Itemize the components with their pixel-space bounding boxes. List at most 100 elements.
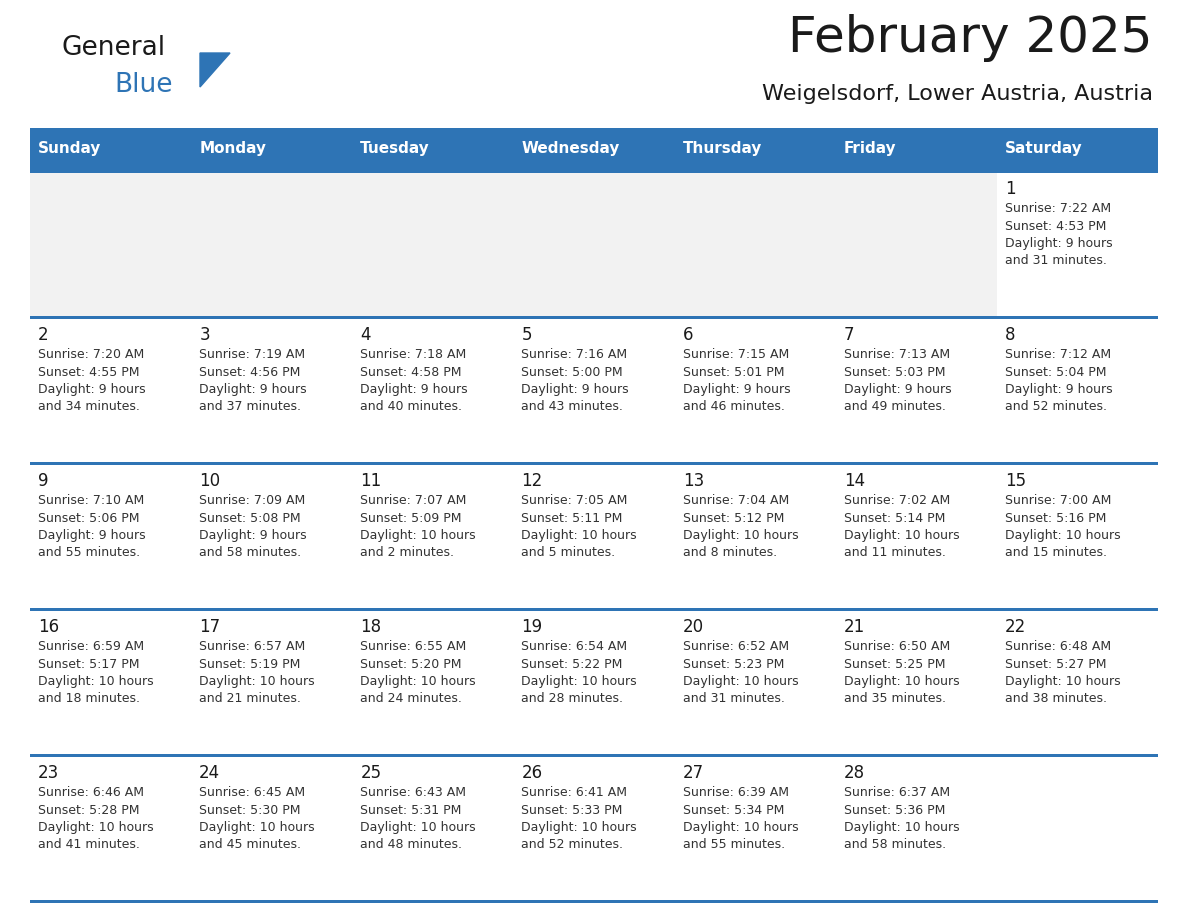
Text: General: General [62,35,166,61]
Bar [30,611,191,754]
Text: and 46 minutes.: and 46 minutes. [683,400,784,413]
Text: Sunset: 5:22 PM: Sunset: 5:22 PM [522,657,623,670]
Text: Sunrise: 7:20 AM: Sunrise: 7:20 AM [38,348,144,361]
Text: and 11 minutes.: and 11 minutes. [843,546,946,559]
Text: Sunrise: 7:13 AM: Sunrise: 7:13 AM [843,348,950,361]
Bar [997,128,1158,170]
Text: and 15 minutes.: and 15 minutes. [1005,546,1107,559]
Text: and 37 minutes.: and 37 minutes. [200,400,302,413]
Text: Blue: Blue [114,72,172,98]
Text: 3: 3 [200,326,210,344]
Text: Daylight: 9 hours: Daylight: 9 hours [360,383,468,396]
Bar [513,173,675,316]
Text: Sunrise: 7:16 AM: Sunrise: 7:16 AM [522,348,627,361]
Text: Sunset: 5:27 PM: Sunset: 5:27 PM [1005,657,1106,670]
Text: and 52 minutes.: and 52 minutes. [522,838,624,852]
Text: Wednesday: Wednesday [522,141,620,156]
Bar [30,128,191,170]
Text: Daylight: 9 hours: Daylight: 9 hours [38,383,146,396]
Bar [835,611,997,754]
Text: 5: 5 [522,326,532,344]
Text: and 31 minutes.: and 31 minutes. [683,692,784,706]
Bar [513,128,675,170]
Text: Daylight: 10 hours: Daylight: 10 hours [200,675,315,688]
Text: Daylight: 10 hours: Daylight: 10 hours [522,529,637,542]
Text: Sunrise: 6:54 AM: Sunrise: 6:54 AM [522,640,627,653]
Text: 20: 20 [683,618,703,636]
Bar [675,128,835,170]
Text: Sunset: 5:28 PM: Sunset: 5:28 PM [38,803,139,816]
Text: February 2025: February 2025 [789,14,1154,62]
Text: Sunset: 5:04 PM: Sunset: 5:04 PM [1005,365,1106,378]
Bar [997,173,1158,316]
Bar [835,319,997,462]
Text: Daylight: 10 hours: Daylight: 10 hours [843,675,960,688]
Bar [513,319,675,462]
Text: Sunset: 4:55 PM: Sunset: 4:55 PM [38,365,139,378]
Text: Weigelsdorf, Lower Austria, Austria: Weigelsdorf, Lower Austria, Austria [762,84,1154,104]
Bar [675,611,835,754]
Bar [30,319,191,462]
Bar [675,173,835,316]
Bar [30,465,191,608]
Text: 6: 6 [683,326,693,344]
Text: Daylight: 9 hours: Daylight: 9 hours [522,383,630,396]
Bar [835,128,997,170]
Text: Sunrise: 7:15 AM: Sunrise: 7:15 AM [683,348,789,361]
Text: and 24 minutes.: and 24 minutes. [360,692,462,706]
Text: and 48 minutes.: and 48 minutes. [360,838,462,852]
Text: Daylight: 10 hours: Daylight: 10 hours [522,821,637,834]
Text: and 18 minutes.: and 18 minutes. [38,692,140,706]
Text: Sunrise: 6:41 AM: Sunrise: 6:41 AM [522,786,627,799]
Text: Sunrise: 6:59 AM: Sunrise: 6:59 AM [38,640,144,653]
Bar [191,611,353,754]
Text: Daylight: 10 hours: Daylight: 10 hours [38,821,153,834]
Text: 25: 25 [360,764,381,782]
Text: 4: 4 [360,326,371,344]
Text: 19: 19 [522,618,543,636]
Text: 13: 13 [683,472,703,490]
Text: Sunset: 5:30 PM: Sunset: 5:30 PM [200,803,301,816]
Text: Friday: Friday [843,141,897,156]
Text: Sunrise: 6:43 AM: Sunrise: 6:43 AM [360,786,467,799]
Text: 22: 22 [1005,618,1026,636]
Text: Sunset: 5:08 PM: Sunset: 5:08 PM [200,511,301,524]
Polygon shape [200,53,230,87]
Text: 18: 18 [360,618,381,636]
Text: Sunset: 5:01 PM: Sunset: 5:01 PM [683,365,784,378]
Text: 1: 1 [1005,180,1016,198]
Text: Sunrise: 7:19 AM: Sunrise: 7:19 AM [200,348,305,361]
Text: 14: 14 [843,472,865,490]
Text: 28: 28 [843,764,865,782]
Text: Daylight: 10 hours: Daylight: 10 hours [683,675,798,688]
Text: Monday: Monday [200,141,266,156]
Text: and 28 minutes.: and 28 minutes. [522,692,624,706]
Text: 7: 7 [843,326,854,344]
Text: and 5 minutes.: and 5 minutes. [522,546,615,559]
Bar [191,319,353,462]
Text: Daylight: 10 hours: Daylight: 10 hours [1005,529,1120,542]
Bar [191,128,353,170]
Text: 9: 9 [38,472,49,490]
Bar [30,170,1158,173]
Text: 16: 16 [38,618,59,636]
Text: 12: 12 [522,472,543,490]
Text: 23: 23 [38,764,59,782]
Text: Sunset: 5:17 PM: Sunset: 5:17 PM [38,657,139,670]
Bar [30,316,1158,319]
Bar [30,462,1158,465]
Text: 21: 21 [843,618,865,636]
Bar [997,611,1158,754]
Text: and 34 minutes.: and 34 minutes. [38,400,140,413]
Text: Sunset: 5:03 PM: Sunset: 5:03 PM [843,365,946,378]
Text: Daylight: 9 hours: Daylight: 9 hours [38,529,146,542]
Text: 8: 8 [1005,326,1016,344]
Text: and 45 minutes.: and 45 minutes. [200,838,302,852]
Text: Sunrise: 7:02 AM: Sunrise: 7:02 AM [843,494,950,507]
Text: Daylight: 9 hours: Daylight: 9 hours [1005,237,1112,250]
Text: Daylight: 9 hours: Daylight: 9 hours [843,383,952,396]
Text: Sunrise: 6:46 AM: Sunrise: 6:46 AM [38,786,144,799]
Text: Sunrise: 7:07 AM: Sunrise: 7:07 AM [360,494,467,507]
Text: Daylight: 10 hours: Daylight: 10 hours [38,675,153,688]
Text: Sunset: 4:53 PM: Sunset: 4:53 PM [1005,219,1106,232]
